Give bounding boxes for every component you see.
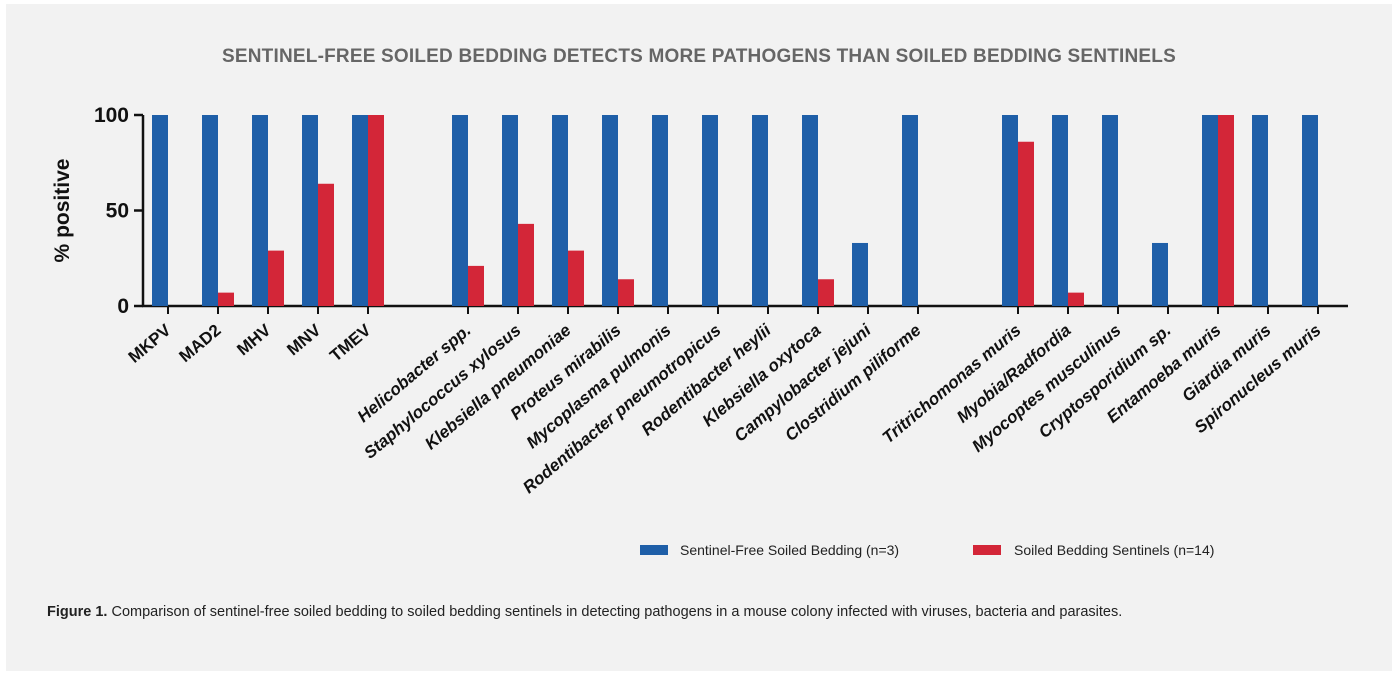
y-tick-label: 100 [94,104,129,127]
bar-soiled-bedding-sentinels [1068,292,1084,306]
bar-soiled-bedding-sentinels [1218,115,1234,306]
bar-sentinel-free [852,242,868,306]
bar-sentinel-free [802,115,818,306]
bar-sentinel-free [252,115,268,306]
bar-sentinel-free [502,115,518,306]
bar-sentinel-free [752,115,768,306]
bar-sentinel-free [602,115,618,306]
bar-sentinel-free [202,115,218,306]
bar-soiled-bedding-sentinels [818,279,834,306]
y-tick-label: 50 [106,200,129,223]
bar-sentinel-free [452,115,468,306]
legend-swatch-sentinel-free [640,545,668,555]
bar-sentinel-free [152,115,168,306]
bar-sentinel-free [1002,115,1018,306]
bar-sentinel-free [702,115,718,306]
figure-caption: Figure 1. Comparison of sentinel-free so… [47,601,1347,623]
figure-panel: SENTINEL-FREE SOILED BEDDING DETECTS MOR… [6,4,1392,671]
bar-sentinel-free [1102,115,1118,306]
bar-sentinel-free [902,115,918,306]
x-category-label: MKPV [125,320,175,367]
x-category-label: MAD2 [175,321,224,367]
legend-swatch-sentinels [973,545,1001,555]
y-axis-label: % positive [51,159,74,263]
bar-soiled-bedding-sentinels [518,223,534,306]
bar-soiled-bedding-sentinels [568,250,584,306]
bar-sentinel-free [1302,115,1318,306]
x-category-label: MNV [283,320,325,359]
legend-label-sentinel-free: Sentinel-Free Soiled Bedding (n=3) [680,542,899,558]
bar-sentinel-free [1052,115,1068,306]
x-category-label: MHV [233,320,275,359]
bar-sentinel-free [1202,115,1218,306]
legend-label-sentinels: Soiled Bedding Sentinels (n=14) [1014,542,1214,558]
bar-soiled-bedding-sentinels [318,183,334,306]
bar-soiled-bedding-sentinels [618,279,634,306]
x-category-label: TMEV [326,320,375,365]
bar-soiled-bedding-sentinels [468,265,484,306]
bar-sentinel-free [552,115,568,306]
bar-sentinel-free [1152,242,1168,306]
bar-sentinel-free [302,115,318,306]
caption-label: Figure 1. [47,604,108,620]
bar-soiled-bedding-sentinels [368,115,384,306]
bar-soiled-bedding-sentinels [218,292,234,306]
bar-sentinel-free [1252,115,1268,306]
bar-sentinel-free [652,115,668,306]
bar-soiled-bedding-sentinels [268,250,284,306]
bar-soiled-bedding-sentinels [1018,141,1034,306]
bar-sentinel-free [352,115,368,306]
caption-text: Comparison of sentinel-free soiled beddi… [107,604,1123,620]
chart-title: SENTINEL-FREE SOILED BEDDING DETECTS MOR… [222,46,1176,67]
y-tick-label: 0 [117,295,129,318]
